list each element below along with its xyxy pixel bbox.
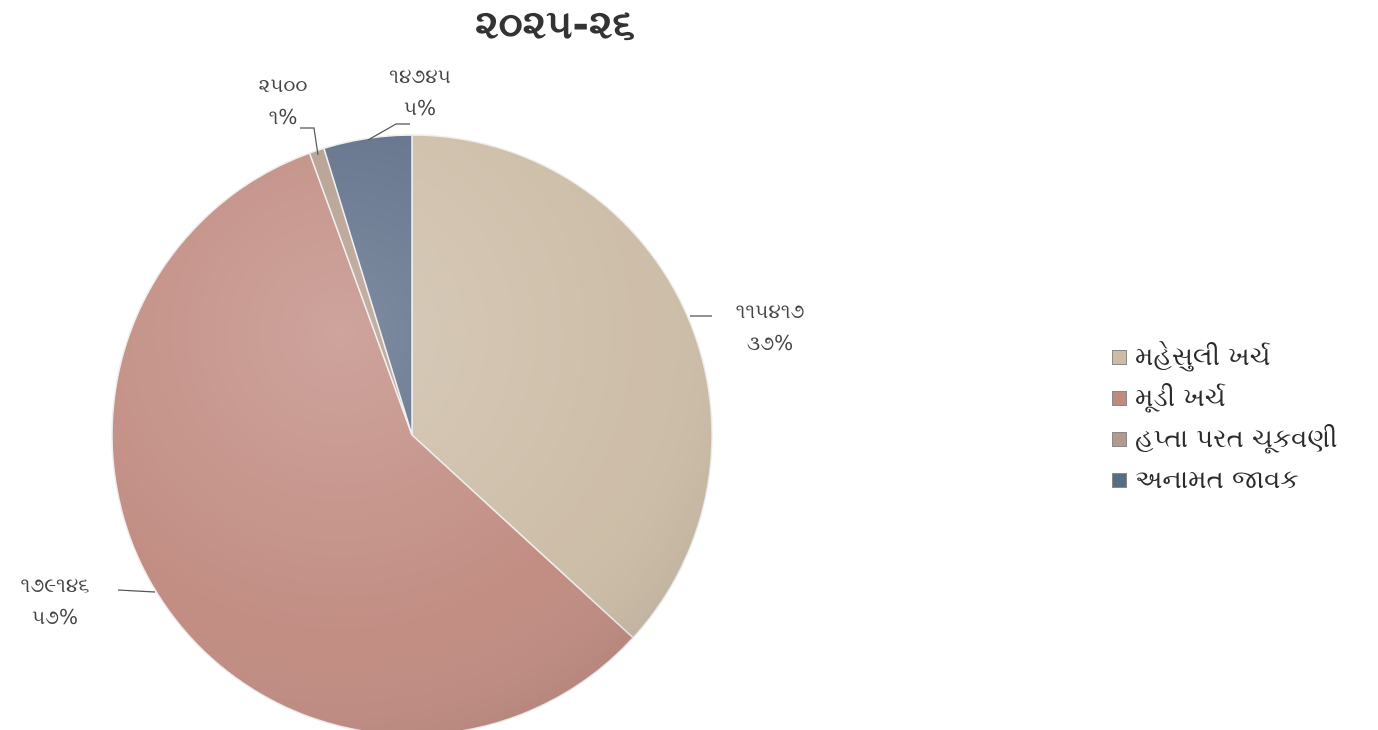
leader-line <box>300 127 319 156</box>
legend-label: મહેસુલી ખર્ચ <box>1135 342 1271 372</box>
legend: મહેસુલી ખર્ચ મૂડી ખર્ચ હપ્તા પરત ચૂકવણી … <box>1112 337 1337 501</box>
legend-swatch-icon <box>1112 350 1127 365</box>
legend-label: હપ્તા પરત ચૂકવણી <box>1135 424 1338 454</box>
data-value-label: ૨૫૦૦ <box>259 73 308 97</box>
legend-swatch-icon <box>1112 432 1127 447</box>
legend-label: મૂડી ખર્ચ <box>1135 383 1226 413</box>
data-percent-label: ૩૭% <box>747 331 793 355</box>
pie-chart: ૧૧૫૪૧૭ ૩૭% ૧૭૯૧૪૬ ૫૭% ૨૫૦૦ ૧% ૧૪૭૪૫ ૫% <box>21 64 805 730</box>
data-value-label: ૧૪૭૪૫ <box>389 64 451 88</box>
data-percent-label: ૧% <box>269 105 298 129</box>
leader-line <box>367 123 410 141</box>
data-value-label: ૧૭૯૧૪૬ <box>21 573 90 597</box>
data-value-label: ૧૧૫૪૧૭ <box>736 299 805 323</box>
chart-title: ૨૦૨૫-૨૬ <box>475 2 635 48</box>
leader-line <box>117 589 156 593</box>
legend-item: મહેસુલી ખર્ચ <box>1112 337 1337 378</box>
legend-item: મૂડી ખર્ચ <box>1112 378 1337 419</box>
legend-item: અનામત જાવક <box>1112 460 1337 501</box>
legend-item: હપ્તા પરત ચૂકવણી <box>1112 419 1337 460</box>
legend-swatch-icon <box>1112 473 1127 488</box>
data-percent-label: ૫% <box>404 96 436 120</box>
data-percent-label: ૫૭% <box>32 605 78 629</box>
legend-label: અનામત જાવક <box>1135 465 1299 495</box>
legend-swatch-icon <box>1112 391 1127 406</box>
